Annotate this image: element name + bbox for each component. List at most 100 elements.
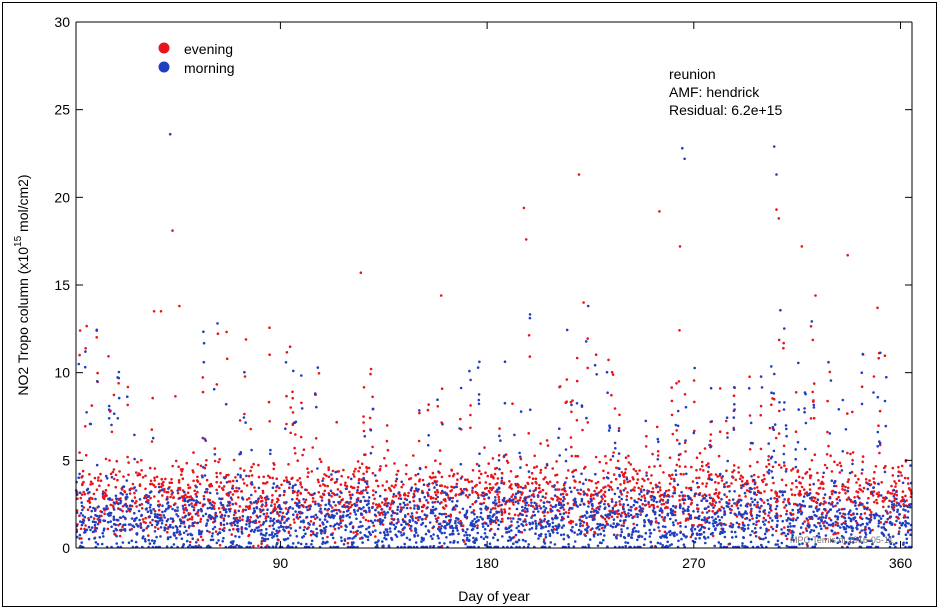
scatter-point-morning <box>769 507 772 511</box>
scatter-point-evening <box>759 404 763 408</box>
scatter-point-morning <box>631 516 634 520</box>
scatter-point-evening <box>523 510 527 513</box>
scatter-point-morning <box>669 511 673 515</box>
scatter-point-evening <box>877 356 880 360</box>
scatter-point-evening <box>730 482 733 485</box>
scatter-point-morning <box>530 516 533 519</box>
scatter-point-evening <box>638 469 641 472</box>
scatter-point-morning <box>355 504 359 507</box>
scatter-point-evening <box>670 399 674 403</box>
scatter-point-morning <box>797 510 801 513</box>
scatter-point-morning <box>432 525 436 528</box>
scatter-point-morning <box>652 499 656 503</box>
scatter-point-morning <box>789 525 792 528</box>
x-axis-title: Day of year <box>458 588 530 604</box>
scatter-point-evening <box>901 490 905 493</box>
scatter-point-morning <box>771 425 775 429</box>
scatter-point-morning <box>140 513 143 517</box>
scatter-point-morning <box>853 516 857 519</box>
scatter-point-evening <box>587 488 591 492</box>
scatter-point-evening <box>575 356 579 360</box>
scatter-point-evening <box>338 495 342 499</box>
scatter-point-evening <box>85 324 88 328</box>
scatter-point-morning <box>156 520 160 523</box>
scatter-point-evening <box>339 483 343 486</box>
scatter-point-morning <box>774 543 777 546</box>
scatter-point-evening <box>385 424 389 427</box>
scatter-point-evening <box>740 480 744 483</box>
scatter-point-evening <box>352 531 355 534</box>
scatter-point-morning <box>859 535 862 539</box>
scatter-point-morning <box>366 491 369 495</box>
scatter-point-evening <box>748 448 752 451</box>
scatter-point-morning <box>321 542 324 545</box>
scatter-point-morning <box>278 510 282 514</box>
scatter-point-evening <box>659 488 662 492</box>
scatter-point-evening <box>402 483 405 486</box>
scatter-point-evening <box>620 524 623 527</box>
scatter-point-morning <box>641 510 644 513</box>
scatter-point-evening <box>384 464 388 468</box>
scatter-point-evening <box>426 501 430 504</box>
scatter-point-morning <box>438 512 442 516</box>
scatter-point-evening <box>241 510 245 513</box>
scatter-point-evening <box>471 489 474 492</box>
scatter-point-evening <box>817 492 820 496</box>
scatter-point-morning <box>117 502 120 506</box>
scatter-point-morning <box>557 436 560 440</box>
scatter-point-evening <box>304 498 308 502</box>
scatter-point-evening <box>507 512 511 516</box>
scatter-point-morning <box>882 534 886 537</box>
scatter-point-morning <box>731 523 735 527</box>
scatter-point-morning <box>867 517 870 521</box>
scatter-point-evening <box>531 482 534 485</box>
scatter-point-evening <box>517 514 520 517</box>
scatter-point-evening <box>636 478 640 481</box>
scatter-point-morning <box>710 478 714 482</box>
scatter-point-evening <box>640 485 644 488</box>
scatter-point-morning <box>469 505 472 509</box>
scatter-point-morning <box>844 520 847 523</box>
scatter-point-evening <box>830 470 834 473</box>
scatter-point-morning <box>809 531 812 534</box>
scatter-point-evening <box>95 336 98 339</box>
scatter-point-morning <box>624 544 627 548</box>
scatter-point-morning <box>410 524 413 528</box>
scatter-point-evening <box>822 496 825 500</box>
scatter-point-morning <box>892 508 896 512</box>
scatter-point-morning <box>797 408 800 411</box>
scatter-point-morning <box>620 530 624 534</box>
scatter-point-evening <box>831 501 834 504</box>
scatter-point-evening <box>555 473 559 477</box>
scatter-point-evening <box>118 470 121 473</box>
scatter-point-evening <box>111 470 115 474</box>
scatter-point-morning <box>169 525 172 529</box>
scatter-point-morning <box>828 496 832 500</box>
scatter-point-morning <box>788 522 792 525</box>
scatter-point-morning <box>853 537 857 541</box>
scatter-point-morning <box>150 523 154 527</box>
scatter-point-morning <box>624 519 627 522</box>
scatter-point-morning <box>696 510 700 513</box>
scatter-point-morning <box>463 513 467 517</box>
scatter-point-morning <box>167 487 170 490</box>
scatter-point-morning <box>848 471 852 475</box>
scatter-point-evening <box>291 476 294 480</box>
scatter-point-evening <box>798 494 801 497</box>
scatter-point-evening <box>147 499 150 502</box>
scatter-point-morning <box>278 529 281 533</box>
scatter-point-evening <box>642 494 646 497</box>
scatter-point-evening <box>218 510 222 514</box>
scatter-point-evening <box>110 498 114 502</box>
scatter-point-evening <box>112 393 116 397</box>
scatter-point-evening <box>470 480 473 483</box>
scatter-point-evening <box>609 485 613 489</box>
scatter-point-evening <box>177 479 181 482</box>
scatter-point-morning <box>291 507 295 510</box>
scatter-point-evening <box>144 474 147 478</box>
scatter-point-morning <box>902 508 905 511</box>
scatter-point-evening <box>641 477 644 481</box>
scatter-point-evening <box>678 494 681 498</box>
scatter-point-morning <box>892 494 896 498</box>
scatter-point-evening <box>672 477 676 481</box>
